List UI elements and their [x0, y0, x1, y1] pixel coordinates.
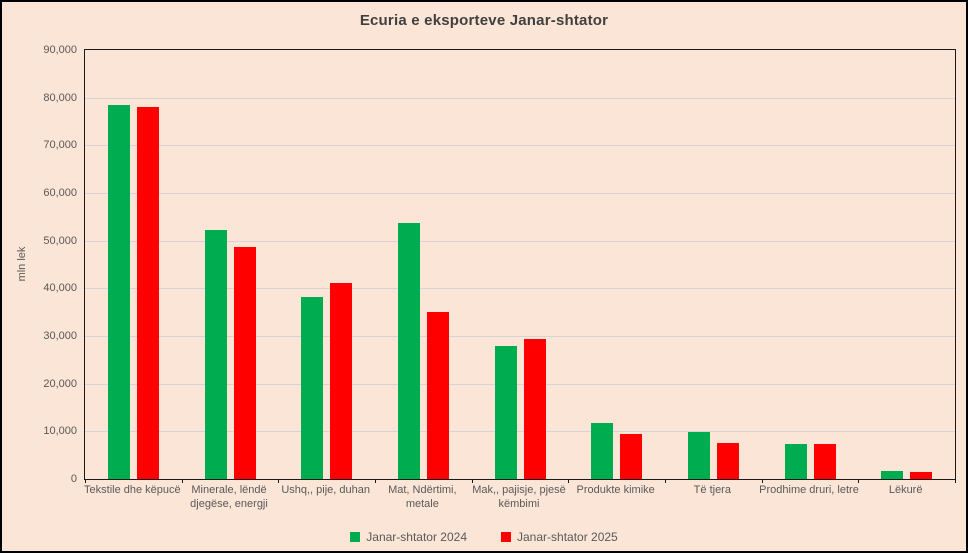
bar-2025 [523, 338, 546, 479]
bar-2025 [813, 443, 836, 479]
bar-2025 [620, 433, 643, 479]
bar-2024 [107, 104, 130, 479]
gridline [85, 288, 955, 290]
legend-swatch-icon [501, 532, 511, 542]
gridline [85, 145, 955, 147]
x-axis-tick [665, 479, 666, 483]
x-category-label: Mat, Ndërtimi, metale [388, 484, 457, 511]
legend: Janar-shtator 2024 Janar-shtator 2025 [2, 530, 966, 544]
gridline [85, 97, 955, 99]
y-tick-label: 30,000 [43, 330, 77, 342]
gridline [85, 431, 955, 433]
gridline [85, 240, 955, 242]
x-axis-tick [278, 479, 280, 483]
x-axis-tick [955, 479, 956, 483]
bar-2025 [716, 442, 739, 479]
y-tick-label: 40,000 [43, 282, 77, 295]
y-tick-label: 70,000 [43, 139, 77, 152]
x-category-label: Ushq,, pije, duhan [281, 484, 370, 496]
bar-2025 [330, 283, 353, 479]
y-tick-label: 80,000 [43, 91, 77, 104]
x-category-label: Minerale, lëndë djegëse, energji [190, 484, 268, 511]
y-axis-title: mln lek [16, 246, 28, 282]
legend-swatch-icon [350, 532, 361, 542]
bar-2025 [426, 312, 449, 479]
legend-item-2024: Janar-shtator 2024 [350, 530, 467, 544]
bar-2024 [397, 223, 420, 479]
bar-2024 [881, 470, 904, 479]
x-axis-tick [85, 479, 86, 483]
x-category-label: Produkte kimike [576, 484, 655, 496]
gridline [85, 193, 955, 194]
chart-title: Ecuria e eksporteve Janar-shtator [359, 12, 609, 29]
x-category-label: Mak,, pajisje, pjesë këmbimi [472, 484, 566, 511]
x-axis-tick [471, 479, 473, 483]
legend-label: Janar-shtator 2025 [517, 530, 618, 544]
x-category-label: Tekstile dhe këpucë [84, 484, 181, 496]
x-axis-tick [858, 479, 860, 483]
bar-2024 [687, 432, 710, 479]
y-tick-label: 0 [70, 473, 77, 485]
bar-2025 [233, 246, 256, 479]
y-tick-label: 20,000 [43, 377, 77, 390]
x-axis-tick [181, 479, 183, 483]
x-category-label: Lëkurë [888, 484, 923, 496]
x-axis-tick [568, 479, 570, 483]
bar-2025 [136, 106, 159, 479]
plot-area: 0 10,000 20,000 30,000 40,000 50,000 60,000 70,… [43, 44, 956, 485]
y-tick-label: 60,000 [43, 187, 77, 199]
x-category-label: Të tjera [693, 484, 731, 496]
y-tick-label: 90,000 [43, 44, 77, 56]
bar-2024 [494, 346, 517, 479]
legend-item-2025: Janar-shtator 2025 [501, 530, 618, 544]
legend-label: Janar-shtator 2024 [366, 530, 467, 544]
y-tick-label: 50,000 [43, 234, 77, 247]
x-axis-tick [761, 479, 763, 483]
gridline [85, 383, 955, 385]
bar-2024 [301, 296, 324, 479]
bar-2024 [784, 443, 807, 479]
gridline [85, 336, 955, 337]
y-tick-label: 10,000 [43, 425, 77, 438]
bar-2025 [910, 472, 933, 479]
x-axis-tick [375, 479, 376, 483]
bar-2024 [591, 422, 614, 479]
bar-2024 [204, 230, 227, 479]
x-category-label: Prodhime druri, letre [759, 484, 859, 496]
